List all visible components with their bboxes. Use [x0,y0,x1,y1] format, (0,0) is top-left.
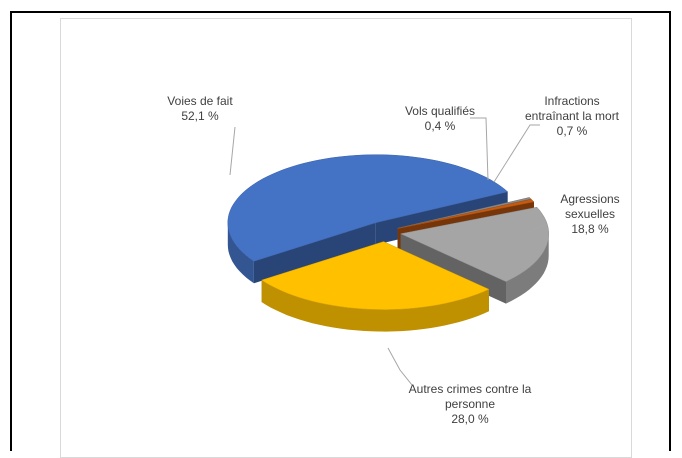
category-label: Voies de fait [167,94,233,108]
data-label: Agressions sexuelles 18,8 % [545,192,635,237]
slice-top [227,154,509,262]
slice-top [399,206,549,282]
data-label: Infractions entraînant la mort 0,7 % [522,94,622,139]
leader-line [527,224,546,233]
leader-line [229,126,236,176]
slice [261,241,490,332]
slice-top [261,241,490,310]
value-label: 52,1 % [181,109,219,123]
slice-wall [261,280,489,332]
leader-line [493,124,540,183]
value-label: 0,7 % [556,124,588,138]
slice [399,206,549,304]
data-label: Vols qualifiés 0,4 % [395,104,485,134]
leader-line [470,117,489,181]
slice-top [397,197,532,229]
category-label: Agressions sexuelles [560,192,620,221]
data-label: Voies de fait 52,1 % [150,94,250,124]
value-label: 18,8 % [571,222,609,236]
screen: Vols qualifiés 0,4 % Infractions entraînan… [10,11,671,458]
leader-line [387,347,413,386]
data-label: Autres crimes contre la personne 28,0 % [395,382,545,427]
category-label: Autres crimes contre la personne [408,382,532,411]
slice-top [397,198,535,229]
category-label: Vols qualifiés [404,104,476,118]
frame [10,11,671,451]
slice-wall [227,222,254,284]
value-label: 28,0 % [451,412,489,426]
slice-wall [506,233,549,304]
pie-chart [227,117,549,386]
slice-side [253,222,376,284]
category-label: Infractions entraînant la mort [524,94,620,123]
value-label: 0,4 % [424,119,456,133]
